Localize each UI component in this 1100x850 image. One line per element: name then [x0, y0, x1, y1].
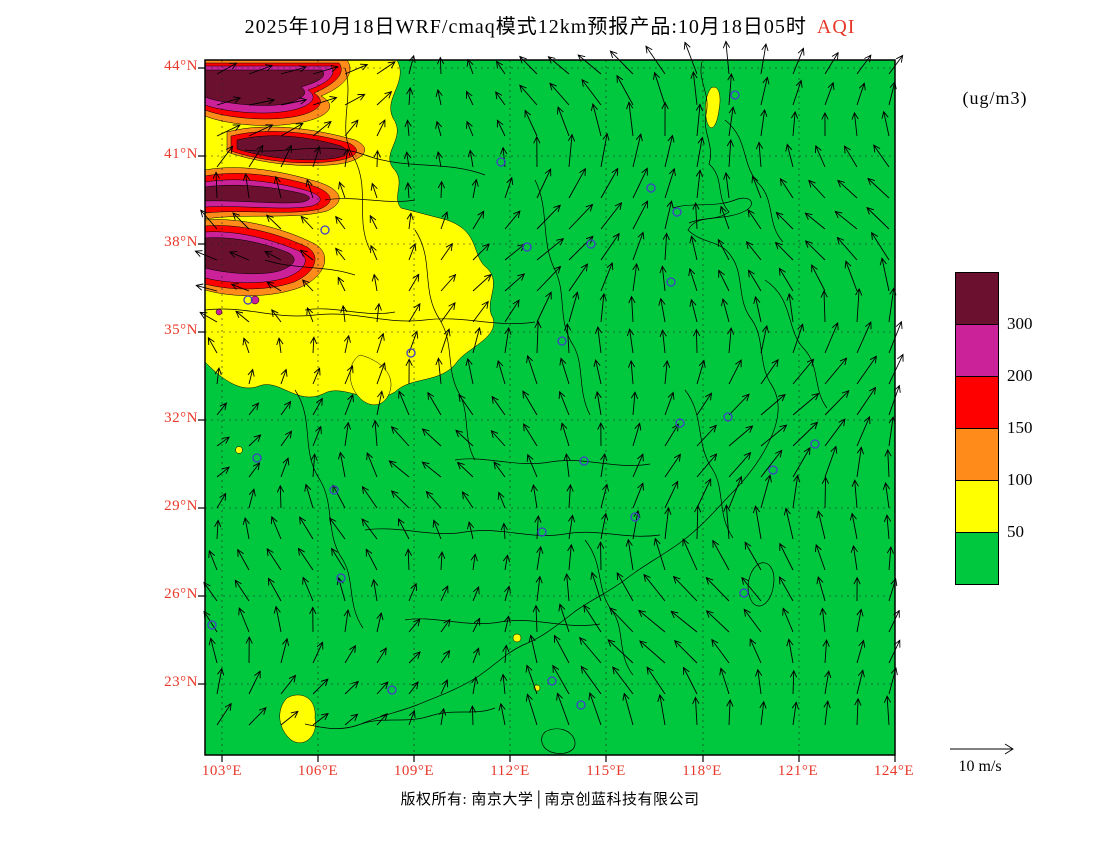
copyright-text: 版权所有: 南京大学│南京创蓝科技有限公司: [400, 792, 700, 808]
colorbar-segment: [956, 325, 998, 377]
lon-label: 115°E: [586, 763, 626, 779]
lon-label: 112°E: [490, 763, 530, 779]
colorbar-value: 300: [1007, 314, 1033, 333]
grid-lines: [205, 60, 896, 755]
lat-label: 26°N: [164, 586, 198, 602]
colorbar-value: 100: [1007, 470, 1033, 489]
units-label: (ug/m3): [962, 88, 1028, 108]
title-text: 2025年10月18日WRF/cmaq模式12km预报产品:10月18日05时: [244, 16, 807, 38]
lat-label: 44°N: [164, 58, 198, 74]
lat-label: 23°N: [164, 674, 198, 690]
colorbar-value: 50: [1007, 522, 1024, 541]
lat-label: 35°N: [164, 322, 198, 338]
lat-label: 29°N: [164, 498, 198, 514]
lon-label: 121°E: [777, 763, 819, 779]
title-pollutant: AQI: [816, 16, 856, 38]
wind-scale-arrow: [950, 743, 1014, 755]
lon-label: 106°E: [297, 763, 339, 779]
lon-label: 118°E: [682, 763, 722, 779]
lat-label: 32°N: [164, 410, 198, 426]
station-markers: [207, 90, 820, 710]
forecast-map: [194, 40, 904, 762]
colorbar-segment: [956, 429, 998, 481]
lon-label: 109°E: [393, 763, 435, 779]
lat-label: 41°N: [164, 146, 198, 162]
axis-ticks: [198, 67, 896, 762]
map-frame: [204, 59, 896, 756]
colorbar-segment: [956, 377, 998, 429]
colorbar: [955, 272, 999, 585]
legend-colorbar: 300 200 150 100 50: [955, 272, 1065, 585]
lon-label: 103°E: [201, 763, 243, 779]
lon-label: 124°E: [873, 763, 915, 779]
lat-label: 38°N: [164, 234, 198, 250]
colorbar-value: 150: [1007, 418, 1033, 437]
colorbar-segment: [956, 533, 998, 584]
colorbar-segment: [956, 481, 998, 533]
wind-scale-label: 10 m/s: [958, 758, 1002, 775]
wind-arrow-layer: [194, 40, 904, 726]
page-title: 2025年10月18日WRF/cmaq模式12km预报产品:10月18日05时 A…: [0, 10, 1100, 39]
colorbar-segment: [956, 273, 998, 325]
colorbar-value: 200: [1007, 366, 1033, 385]
